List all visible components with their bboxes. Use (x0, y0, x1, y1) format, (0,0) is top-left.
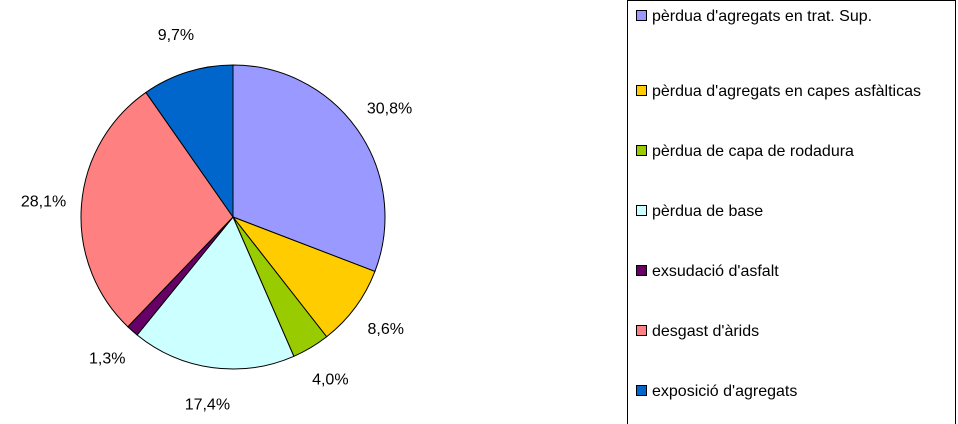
legend-item: pèrdua de capa de rodadura (636, 140, 958, 163)
legend-label: pèrdua de capa de rodadura (652, 143, 854, 160)
legend-item: desgast d'àrids (636, 320, 958, 343)
legend-item: exsudació d'asfalt (636, 260, 958, 283)
legend-item: exposició d'agregats (636, 380, 958, 403)
pie-slice (231, 215, 376, 338)
legend-item: pèrdua de base (636, 200, 958, 223)
pie-slice (80, 91, 234, 328)
pie-slice (145, 64, 234, 219)
legend-swatch (636, 85, 647, 96)
pie-slice (136, 216, 295, 370)
legend-label: pèrdua de base (652, 203, 764, 220)
legend-swatch (636, 10, 647, 21)
data-label: 17,4% (185, 396, 230, 413)
pie-slice (232, 64, 386, 273)
legend-swatch (636, 385, 647, 396)
data-label: 28,1% (21, 194, 66, 211)
data-label: 9,7% (158, 27, 194, 44)
legend-label: desgast d'àrids (652, 323, 760, 340)
legend-swatch (636, 325, 647, 336)
data-label: 4,0% (312, 371, 348, 388)
legend-swatch (636, 145, 647, 156)
legend-label: pèrdua d'agregats en trat. Sup. (652, 8, 873, 25)
data-label: 1,3% (89, 351, 125, 368)
legend-swatch (636, 205, 647, 216)
legend-swatch (636, 265, 647, 276)
data-label: 8,6% (368, 321, 404, 338)
legend-label: exsudació d'asfalt (652, 263, 779, 280)
legend-item: pèrdua d'agregats en capes asfàlticas (636, 80, 958, 103)
data-label: 30,8% (367, 101, 412, 118)
legend: pèrdua d'agregats en trat. Sup. pèrdua d'… (627, 0, 956, 424)
pie-area: 30,8% 8,6% 4,0% 17,4% 1,3% 28,1% 9,7% (21, 27, 412, 414)
legend-label: exposició d'agregats (652, 383, 798, 400)
legend-label: pèrdua d'agregats en capes asfàlticas (652, 83, 922, 100)
legend-item: pèrdua d'agregats en trat. Sup. (636, 5, 958, 28)
